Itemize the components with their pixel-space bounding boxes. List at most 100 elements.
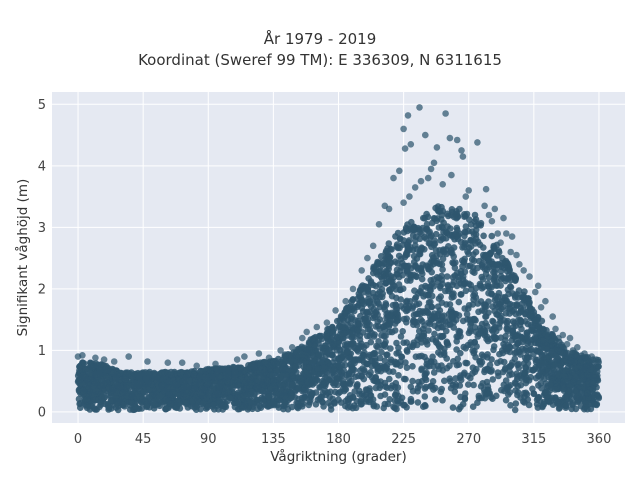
data-point xyxy=(247,399,254,406)
data-point xyxy=(271,400,278,408)
data-point xyxy=(305,364,313,371)
data-point xyxy=(369,281,377,289)
data-point xyxy=(447,378,454,385)
data-point xyxy=(386,321,394,328)
data-point xyxy=(579,366,586,374)
data-point xyxy=(443,273,451,280)
data-point xyxy=(349,285,357,293)
data-point xyxy=(409,318,417,326)
data-point xyxy=(428,232,435,239)
data-point xyxy=(429,378,437,385)
data-point xyxy=(501,259,509,266)
data-point xyxy=(543,345,551,352)
data-point xyxy=(467,328,474,335)
data-point xyxy=(443,338,451,346)
data-point xyxy=(405,237,413,244)
data-point xyxy=(583,389,591,397)
data-point xyxy=(298,343,306,351)
data-point xyxy=(551,346,559,354)
data-point xyxy=(226,394,234,402)
data-point xyxy=(323,319,331,327)
data-point xyxy=(462,359,469,367)
x-axis-label: Vågriktning (grader) xyxy=(270,448,407,465)
data-point xyxy=(341,361,349,369)
data-point xyxy=(394,229,402,237)
data-point xyxy=(427,383,434,390)
data-point xyxy=(484,351,491,358)
data-point xyxy=(556,366,563,374)
data-point xyxy=(387,356,395,364)
data-point xyxy=(416,250,423,258)
data-point xyxy=(471,347,478,355)
data-point xyxy=(548,369,555,377)
data-point xyxy=(282,395,290,402)
data-point xyxy=(461,369,468,377)
data-point xyxy=(412,353,420,361)
data-point xyxy=(438,362,445,369)
data-point xyxy=(504,326,512,333)
data-point xyxy=(559,349,566,357)
data-point xyxy=(497,272,505,280)
data-point xyxy=(435,274,443,282)
y-tick-label: 1 xyxy=(38,344,46,359)
data-point xyxy=(515,360,522,368)
data-point xyxy=(453,346,460,353)
data-point xyxy=(90,405,98,412)
data-point xyxy=(381,306,389,313)
data-point xyxy=(593,368,601,375)
data-point xyxy=(490,346,497,354)
data-point xyxy=(356,367,364,374)
data-point xyxy=(390,174,397,182)
data-point xyxy=(391,327,399,334)
data-point xyxy=(366,299,373,306)
data-point xyxy=(369,289,377,297)
data-point xyxy=(247,363,254,370)
data-point xyxy=(341,341,349,349)
data-point xyxy=(415,300,423,308)
data-point xyxy=(181,376,189,384)
data-point xyxy=(507,284,515,291)
data-point xyxy=(582,400,590,407)
data-point xyxy=(125,353,132,360)
data-point xyxy=(360,375,368,383)
data-point xyxy=(264,378,271,386)
data-point xyxy=(128,399,135,407)
data-point xyxy=(159,370,167,378)
data-point xyxy=(446,134,454,142)
data-point xyxy=(318,344,325,352)
data-point xyxy=(396,235,404,242)
data-point xyxy=(416,382,424,389)
data-point xyxy=(324,349,332,357)
data-point xyxy=(359,308,367,315)
data-point xyxy=(298,394,306,402)
data-point xyxy=(110,369,117,377)
data-point xyxy=(524,320,532,328)
data-point xyxy=(471,339,478,346)
data-point xyxy=(192,394,199,402)
data-point xyxy=(100,356,108,363)
data-point xyxy=(218,365,226,373)
data-point xyxy=(279,360,287,368)
data-point xyxy=(465,250,472,258)
data-point xyxy=(373,342,380,350)
data-point xyxy=(343,348,351,356)
data-point xyxy=(158,382,166,389)
data-point xyxy=(92,354,99,362)
data-point xyxy=(469,403,477,411)
data-point xyxy=(525,295,532,302)
data-point xyxy=(525,401,533,409)
data-point xyxy=(340,330,348,337)
data-point xyxy=(464,316,471,323)
data-point xyxy=(474,139,481,146)
data-point xyxy=(388,285,395,292)
data-point xyxy=(497,239,504,246)
data-point xyxy=(436,208,444,215)
data-point xyxy=(579,375,587,383)
data-point xyxy=(481,265,489,273)
data-point xyxy=(562,373,569,381)
x-tick-label: 315 xyxy=(521,432,546,447)
data-point xyxy=(217,379,225,387)
data-point xyxy=(376,303,384,311)
data-point xyxy=(329,329,336,337)
data-point xyxy=(305,340,313,348)
